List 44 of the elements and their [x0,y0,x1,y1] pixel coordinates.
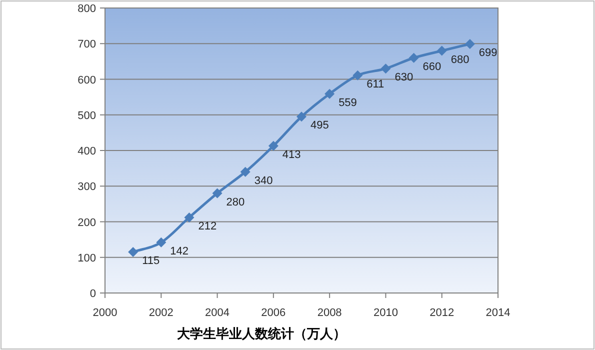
data-label: 340 [254,174,273,187]
data-label: 212 [198,220,217,232]
x-tick-label: 2004 [205,307,230,319]
point [268,140,278,151]
data-label: 559 [338,96,357,109]
data-label: 142 [170,245,188,258]
point [128,247,138,258]
data-label: 413 [282,148,301,161]
x-tick-label: 2002 [148,307,174,319]
point [464,38,475,49]
data-label: 680 [450,54,470,66]
point [296,112,306,122]
y-tick-label: 800 [78,3,96,15]
x-tick-label: 2010 [373,307,398,319]
x-tick-label: 2008 [317,307,342,319]
point [324,88,335,99]
point [408,52,419,63]
x-axis-title: 大学生毕业人数统计（万人） [177,326,346,341]
point [352,70,363,80]
y-tick-label: 0 [90,288,96,300]
data-label: 630 [394,72,414,84]
y-tick-label: 400 [78,146,96,158]
x-tick-label: 2000 [92,307,118,319]
point [436,46,447,56]
y-tick-label: 100 [78,252,96,264]
x-tick-label: 2012 [430,307,454,319]
y-tick-label: 600 [78,74,96,86]
point [184,212,194,222]
point [156,237,166,248]
data-label: 611 [366,78,384,90]
data-label: 660 [422,60,442,73]
point [380,64,391,74]
y-tick-label: 700 [78,38,96,51]
x-tick-label: 2006 [261,307,286,319]
y-tick-label: 300 [78,181,96,194]
data-label: 495 [310,120,329,132]
data-label: 699 [478,46,498,59]
x-tick-label: 2014 [486,307,510,319]
data-label: 280 [226,196,245,208]
point [212,188,222,198]
y-tick-label: 200 [78,216,96,229]
point [240,166,250,177]
y-tick-label: 500 [78,110,96,122]
data-label: 115 [142,255,160,268]
